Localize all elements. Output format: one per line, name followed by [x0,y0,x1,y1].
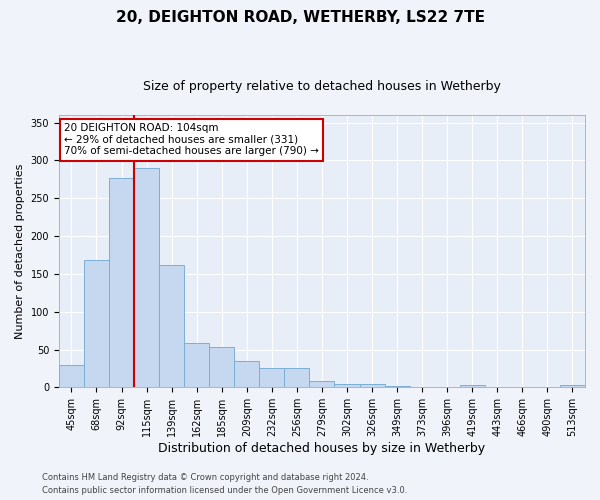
Bar [385,386,410,388]
Bar [510,386,535,388]
Bar [259,368,284,388]
X-axis label: Distribution of detached houses by size in Wetherby: Distribution of detached houses by size … [158,442,485,455]
Bar [284,368,310,388]
Y-axis label: Number of detached properties: Number of detached properties [15,164,25,339]
Text: 20, DEIGHTON ROAD, WETHERBY, LS22 7TE: 20, DEIGHTON ROAD, WETHERBY, LS22 7TE [115,10,485,25]
Bar [434,386,460,388]
Title: Size of property relative to detached houses in Wetherby: Size of property relative to detached ho… [143,80,501,93]
Bar [159,265,184,388]
Bar [59,366,84,388]
Bar [134,168,159,388]
Bar [184,344,209,388]
Bar [535,386,560,388]
Bar [84,260,109,388]
Bar [485,386,510,388]
Bar [560,385,585,388]
Bar [234,361,259,388]
Text: 20 DEIGHTON ROAD: 104sqm
← 29% of detached houses are smaller (331)
70% of semi-: 20 DEIGHTON ROAD: 104sqm ← 29% of detach… [64,123,319,156]
Bar [310,380,334,388]
Bar [359,384,385,388]
Bar [334,384,359,388]
Text: Contains HM Land Registry data © Crown copyright and database right 2024.
Contai: Contains HM Land Registry data © Crown c… [42,474,407,495]
Bar [460,385,485,388]
Bar [410,386,434,388]
Bar [109,178,134,388]
Bar [209,348,234,388]
